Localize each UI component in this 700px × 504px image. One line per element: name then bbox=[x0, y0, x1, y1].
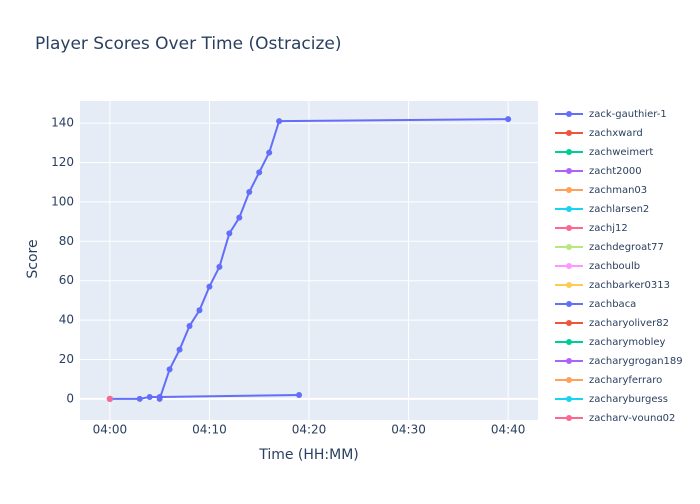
legend-marker bbox=[566, 415, 572, 421]
data-point bbox=[106, 395, 113, 402]
legend-label: zacharymobley bbox=[589, 337, 666, 348]
chart-title: Player Scores Over Time (Ostracize) bbox=[35, 34, 342, 54]
legend-item[interactable]: zachbarker0313 bbox=[555, 280, 670, 291]
data-point bbox=[266, 149, 273, 156]
legend-item[interactable]: zachweimert bbox=[555, 147, 653, 158]
legend-marker bbox=[566, 225, 572, 231]
plot-area bbox=[106, 116, 512, 402]
legend-marker bbox=[566, 130, 572, 136]
legend-label: zachary-young02 bbox=[589, 413, 675, 424]
data-point bbox=[206, 283, 213, 290]
legend-marker bbox=[566, 263, 572, 269]
y-tick-label: 0 bbox=[66, 391, 74, 405]
legend-label: zacharyburgess bbox=[589, 394, 668, 405]
y-tick-label: 100 bbox=[51, 194, 74, 208]
x-tick-label: 04:10 bbox=[192, 423, 227, 437]
legend-marker bbox=[566, 339, 572, 345]
legend-item[interactable]: zacht2000 bbox=[555, 166, 642, 177]
legend-marker bbox=[566, 111, 572, 117]
legend-item[interactable]: zachbaca bbox=[555, 299, 636, 310]
legend-marker bbox=[566, 320, 572, 326]
data-point bbox=[246, 189, 253, 196]
legend-item[interactable]: zacharygrogan189 bbox=[555, 356, 683, 367]
data-point bbox=[186, 323, 193, 330]
legend-label: zachman03 bbox=[589, 185, 647, 196]
data-point bbox=[196, 307, 203, 314]
data-point bbox=[136, 395, 143, 402]
legend-marker bbox=[566, 168, 572, 174]
legend-marker bbox=[566, 301, 572, 307]
legend-label: zachdegroat77 bbox=[589, 242, 664, 253]
data-point bbox=[156, 393, 163, 400]
legend-item[interactable]: zachlarsen2 bbox=[555, 204, 649, 215]
legend-label: zachbaca bbox=[589, 299, 636, 310]
legend-label: zacharygrogan189 bbox=[589, 356, 683, 367]
data-point bbox=[296, 391, 303, 398]
legend-label: zachj12 bbox=[589, 223, 628, 234]
y-tick-label: 80 bbox=[59, 234, 74, 248]
series-line bbox=[158, 118, 509, 400]
legend-label: zachxward bbox=[589, 128, 643, 139]
legend-marker bbox=[566, 206, 572, 212]
data-point bbox=[166, 366, 173, 373]
legend-item[interactable]: zacharyferraro bbox=[555, 375, 662, 386]
x-tick-label: 04:00 bbox=[93, 423, 128, 437]
legend-label: zachlarsen2 bbox=[589, 204, 649, 215]
y-tick-label: 20 bbox=[59, 352, 74, 366]
data-point bbox=[236, 214, 243, 221]
legend-marker bbox=[566, 282, 572, 288]
data-point bbox=[276, 118, 283, 125]
y-tick-label: 140 bbox=[51, 116, 74, 130]
legend-item[interactable]: zack-gauthier-1 bbox=[555, 109, 667, 120]
legend-item[interactable]: zacharyburgess bbox=[555, 394, 668, 405]
legend-item[interactable]: zachboulb bbox=[555, 261, 640, 272]
data-point bbox=[176, 346, 183, 353]
legend-item[interactable]: zachary-young02 bbox=[555, 413, 675, 424]
legend-label: zachweimert bbox=[589, 147, 653, 158]
x-axis-title: Time (HH:MM) bbox=[258, 447, 359, 463]
legend-marker bbox=[566, 244, 572, 250]
legend-marker bbox=[566, 187, 572, 193]
y-tick-label: 60 bbox=[59, 273, 74, 287]
legend-label: zachboulb bbox=[589, 261, 640, 272]
x-tick-label: 04:20 bbox=[292, 423, 327, 437]
legend-item[interactable]: zachxward bbox=[555, 128, 643, 139]
grid bbox=[80, 101, 538, 420]
legend: zack-gauthier-1 zachxward zachweimert zacht… bbox=[555, 109, 683, 424]
y-tick-label: 40 bbox=[59, 313, 74, 327]
legend-marker bbox=[566, 377, 572, 383]
data-point bbox=[256, 169, 263, 176]
legend-label: zacharyoliver82 bbox=[589, 318, 669, 329]
y-axis-title: Score bbox=[25, 239, 41, 278]
data-point bbox=[226, 230, 233, 237]
y-tick-label: 120 bbox=[51, 155, 74, 169]
legend-marker bbox=[566, 396, 572, 402]
data-point bbox=[216, 263, 223, 270]
legend-label: zacharyferraro bbox=[589, 375, 662, 386]
legend-marker bbox=[566, 149, 572, 155]
data-point bbox=[505, 116, 512, 123]
legend-item[interactable]: zachdegroat77 bbox=[555, 242, 664, 253]
data-point bbox=[146, 393, 153, 400]
legend-label: zacht2000 bbox=[589, 166, 642, 177]
legend-marker bbox=[566, 358, 572, 364]
legend-item[interactable]: zachj12 bbox=[555, 223, 628, 234]
legend-label: zachbarker0313 bbox=[589, 280, 670, 291]
legend-item[interactable]: zacharyoliver82 bbox=[555, 318, 669, 329]
x-tick-label: 04:30 bbox=[391, 423, 426, 437]
legend-label: zack-gauthier-1 bbox=[589, 109, 667, 120]
legend-item[interactable]: zachman03 bbox=[555, 185, 647, 196]
x-tick-label: 04:40 bbox=[491, 423, 526, 437]
legend-item[interactable]: zacharymobley bbox=[555, 337, 666, 348]
